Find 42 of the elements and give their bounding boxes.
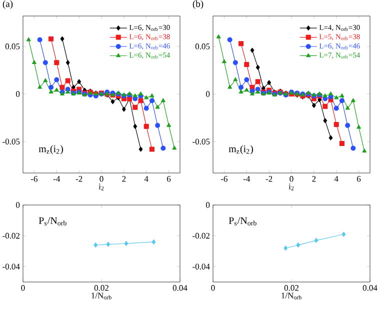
- x-axis-title: i$_{2}$: [98, 184, 104, 190]
- x-tick-label: 4: [334, 176, 338, 182]
- x-tick-label: 0.02: [284, 285, 298, 291]
- y-tick-label: 0.05: [5, 44, 20, 50]
- x-tick-label: 2: [122, 176, 126, 182]
- y-tick-label: -0.05: [192, 138, 210, 144]
- x-tick-label: 0.04: [362, 285, 378, 291]
- x-tick-label: 0.04: [172, 285, 188, 291]
- x-tick-label: -4: [53, 176, 60, 182]
- annotation: P$_{s}$/N$_{orb}$: [228, 217, 256, 226]
- annotation: P$_{s}$/N$_{orb}$: [38, 217, 66, 226]
- y-tick-label: -0.04: [192, 264, 210, 270]
- y-tick-label: -0.04: [2, 264, 20, 270]
- x-tick-label: -2: [76, 176, 82, 182]
- x-tick-label: 2: [312, 176, 316, 182]
- y-tick-label: 0: [206, 91, 210, 97]
- x-tick-label: -2: [266, 176, 272, 182]
- x-tick-label: -4: [243, 176, 250, 182]
- y-tick-label: -0.02: [2, 232, 20, 239]
- y-tick-label: -0.05: [2, 138, 20, 144]
- y-tick-label: -0.02: [192, 232, 210, 239]
- annotation: m$_{z}$(i$_{2}$): [38, 145, 63, 154]
- x-tick-label: 0: [21, 285, 25, 291]
- x-tick-label: 6: [167, 176, 171, 182]
- x-tick-label: 0: [100, 176, 104, 182]
- x-tick-label: 0: [211, 285, 215, 291]
- y-tick-label: 0: [206, 202, 210, 208]
- x-tick-label: -6: [30, 176, 38, 182]
- x-tick-label: 6: [357, 176, 361, 182]
- x-tick-label: 0: [290, 176, 294, 182]
- x-axis-title: i$_{2}$: [288, 184, 294, 190]
- y-tick-label: 0.05: [195, 44, 210, 50]
- y-tick-label: 0: [16, 202, 20, 208]
- x-tick-label: -6: [220, 176, 228, 182]
- x-tick-label: 4: [144, 176, 148, 182]
- y-tick-label: 0: [16, 91, 20, 97]
- x-axis-title: 1/N$_{orb}$: [282, 292, 302, 300]
- chart-title: (b): [192, 0, 204, 9]
- x-tick-label: 0.02: [94, 285, 108, 291]
- annotation: m$_{z}$(i$_{2}$): [228, 145, 253, 154]
- x-axis-title: 1/N$_{orb}$: [92, 292, 112, 300]
- chart-title: (a): [2, 0, 13, 9]
